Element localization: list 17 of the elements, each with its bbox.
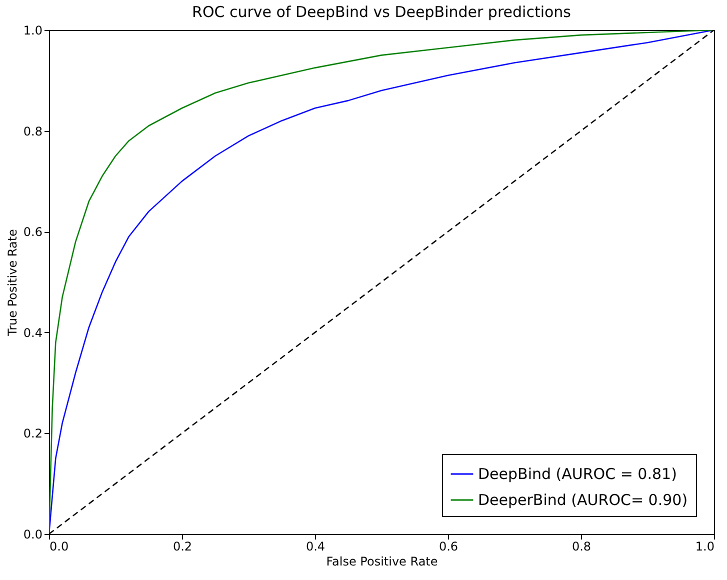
x-tick-label: 0.6: [438, 540, 458, 554]
x-axis-title: False Positive Rate: [326, 554, 438, 568]
x-tick-label: 0.0: [50, 540, 69, 554]
legend-label: DeepBind (AUROC = 0.81): [478, 465, 677, 483]
y-axis-title: True Positive Rate: [5, 229, 20, 337]
chart-title: ROC curve of DeepBind vs DeepBinder predictions: [192, 3, 572, 21]
x-tick-label: 0.8: [572, 540, 592, 554]
y-tick-label: 0.2: [23, 426, 42, 441]
y-tick-label: 0.4: [23, 326, 42, 340]
x-tick-label: 0.2: [172, 540, 192, 554]
x-tick-label: 0.4: [306, 540, 326, 554]
x-tick-label: 1.0: [695, 540, 714, 554]
legend-label: DeeperBind (AUROC= 0.90): [478, 491, 688, 509]
y-tick-label: 1.0: [23, 24, 42, 38]
y-tick-label: 0.0: [23, 528, 42, 542]
y-tick-label: 0.8: [23, 124, 42, 138]
y-tick-label: 0.6: [23, 225, 42, 240]
